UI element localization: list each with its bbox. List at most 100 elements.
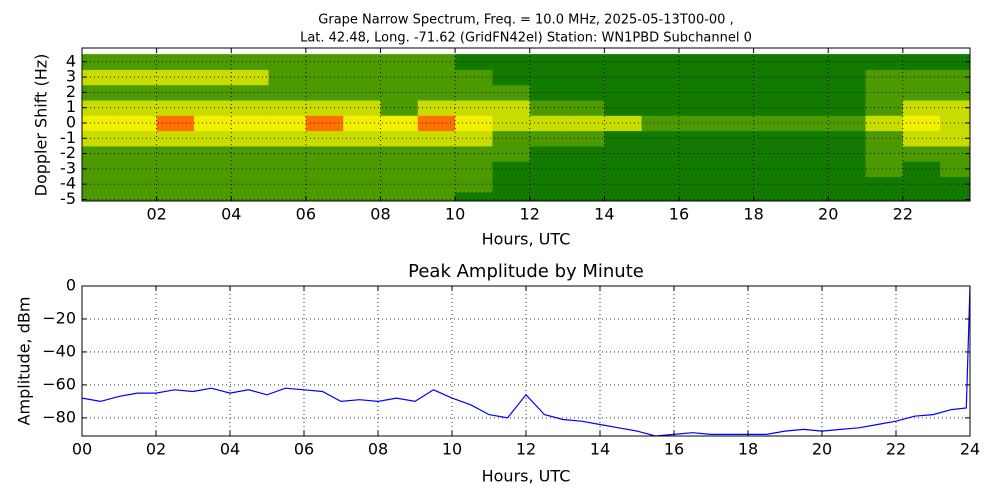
heat-cell (790, 145, 829, 162)
heat-cell (828, 145, 867, 162)
heat-cell (156, 176, 195, 193)
heat-cell (82, 84, 120, 101)
heat-cell (940, 161, 970, 178)
heat-cell (492, 100, 531, 116)
heat-cell (567, 115, 605, 132)
heat-cell (82, 115, 120, 132)
heat-cell (940, 54, 970, 70)
heat-cell (940, 69, 970, 86)
heat-cell (492, 84, 531, 101)
heat-cell (678, 115, 717, 132)
heat-cell (305, 145, 344, 162)
x-tick-label: 00 (72, 440, 92, 459)
heat-cell (790, 115, 829, 132)
y-tick-label: −60 (42, 374, 76, 393)
heat-cell (678, 100, 717, 116)
heat-cell (193, 130, 232, 147)
heat-cell (641, 115, 680, 132)
heat-cell (156, 145, 195, 162)
heat-cell (529, 176, 568, 193)
heat-cell (305, 130, 344, 147)
heat-cell (268, 115, 307, 132)
x-tick-label: 02 (146, 205, 166, 224)
heat-cell (305, 84, 344, 101)
heat-cell (492, 54, 531, 70)
heat-cell (529, 54, 568, 70)
heat-cell (790, 161, 829, 178)
heat-cell (641, 100, 680, 116)
heat-cell (268, 100, 307, 116)
heat-cell (417, 84, 456, 101)
heat-cell (193, 115, 232, 132)
heat-cell (604, 69, 643, 86)
x-axis-label: Hours, UTC (482, 467, 571, 486)
x-tick-label: 14 (594, 205, 614, 224)
x-tick-label: 12 (520, 205, 540, 224)
heat-cell (902, 100, 941, 116)
y-tick-label: -5 (60, 189, 76, 208)
heat-cell (193, 84, 232, 101)
heat-cell (940, 191, 970, 201)
heat-cell (455, 191, 493, 201)
heat-cell (156, 130, 195, 147)
y-tick-label: 0 (66, 276, 76, 295)
heat-cell (641, 145, 680, 162)
x-tick-label: 06 (296, 205, 316, 224)
y-tick-label: 0 (66, 112, 76, 131)
heat-cell (529, 130, 568, 147)
heat-cell (268, 69, 307, 86)
y-tick-label: −40 (42, 341, 76, 360)
axes-frame (81, 285, 971, 437)
heat-cell (641, 130, 680, 147)
heat-cell (753, 145, 792, 162)
title-line: Lat. 42.48, Long. -71.62 (GridFN42el) St… (300, 31, 752, 46)
heat-cell (268, 176, 307, 193)
heat-cell (529, 115, 568, 132)
heat-cell (790, 69, 829, 86)
heat-cell (902, 191, 941, 201)
x-tick-label: 22 (893, 205, 913, 224)
heat-cell (678, 69, 717, 86)
heat-cell (268, 84, 307, 101)
heat-cell (716, 84, 755, 101)
heat-cell (641, 161, 680, 178)
heat-cell (417, 176, 456, 193)
heat-cell (790, 176, 829, 193)
heat-cell (492, 191, 531, 201)
heat-cell (678, 176, 717, 193)
heat-cell (380, 191, 419, 201)
heat-cell (865, 54, 904, 70)
plot-area (82, 54, 970, 201)
x-tick-label: 20 (818, 205, 838, 224)
heat-cell (865, 84, 904, 101)
heat-cell (305, 191, 344, 201)
heat-cell (193, 69, 232, 86)
y-tick-label: 4 (66, 51, 76, 70)
heat-cell (417, 54, 456, 70)
heat-cell (268, 54, 307, 70)
x-tick-label: 04 (220, 440, 240, 459)
y-tick-label: 3 (66, 67, 76, 86)
heat-cell (305, 54, 344, 70)
heat-cell (156, 115, 195, 132)
heat-cell (865, 69, 904, 86)
heat-cell (940, 145, 970, 162)
heat-cell (604, 176, 643, 193)
heat-cell (529, 145, 568, 162)
heat-cell (156, 161, 195, 178)
heat-cell (567, 84, 605, 101)
heat-cell (604, 84, 643, 101)
heat-cell (156, 100, 195, 116)
x-tick-label: 10 (442, 440, 462, 459)
heat-cell (529, 161, 568, 178)
heat-cell (716, 130, 755, 147)
heat-cell (268, 161, 307, 178)
heat-cell (641, 176, 680, 193)
heat-cell (82, 69, 120, 86)
heat-cell (902, 69, 941, 86)
heat-cell (865, 145, 904, 162)
heat-cell (902, 54, 941, 70)
heat-cell (193, 145, 232, 162)
heat-cell (716, 176, 755, 193)
